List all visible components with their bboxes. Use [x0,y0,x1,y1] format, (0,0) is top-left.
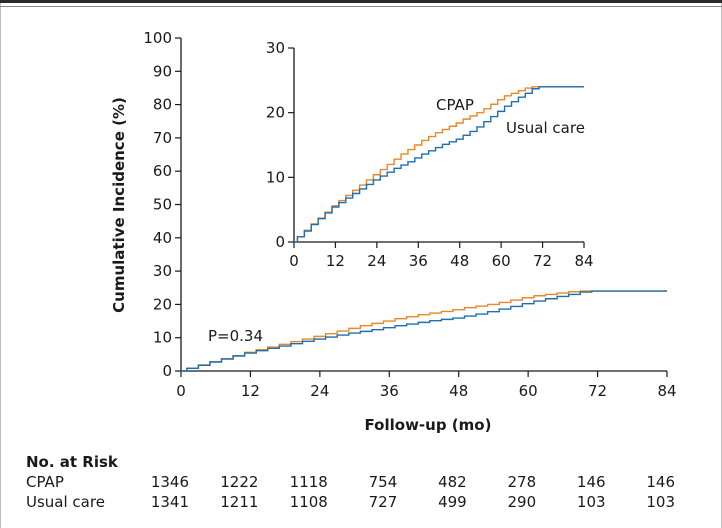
inset-x-tick-label: 72 [533,252,552,270]
x-tick-label: 72 [588,382,607,400]
y-tick-label: 30 [153,262,172,280]
inset-y-tick-label: 30 [266,39,285,57]
y-tick-label: 0 [162,362,172,380]
risk-table-cell: 146 [646,473,675,491]
risk-row-label-usual-care: Usual care [26,493,105,511]
risk-table-cell: 103 [577,493,606,511]
y-tick-label: 40 [153,229,172,247]
series-line-usual-care [181,290,667,372]
inset-y-tick-label: 0 [275,233,285,251]
risk-table-cell: 754 [369,473,398,491]
inset-x-tick-label: 84 [574,252,593,270]
inset-x-tick-label: 36 [409,252,428,270]
figure-top-rule-thin [0,6,722,7]
y-tick-label: 10 [153,329,172,347]
risk-table-cell: 103 [646,493,675,511]
y-tick-label: 100 [143,29,172,47]
inset-x-tick-label: 0 [289,252,299,270]
p-value-annotation: P=0.34 [208,327,263,345]
inset-series [294,86,584,243]
risk-table-title: No. at Risk [26,453,119,471]
inset-series-line-usual-care [294,86,584,243]
inset-y-tick-label: 20 [266,104,285,122]
risk-table-cell: 278 [508,473,537,491]
x-tick-label: 36 [380,382,399,400]
x-axis-title: Follow-up (mo) [365,416,492,434]
main-series [181,290,667,372]
risk-table-cell: 727 [369,493,398,511]
inset-x-tick-label: 48 [450,252,469,270]
risk-table-cell: 1341 [151,493,189,511]
inset-series-line-cpap [294,86,584,243]
inset-x-tick-label: 60 [492,252,511,270]
y-tick-label: 70 [153,129,172,147]
risk-table-cell: 482 [438,473,467,491]
risk-table-cell: 1108 [290,493,328,511]
x-tick-label: 0 [176,382,186,400]
risk-table-cell: 1346 [151,473,189,491]
x-tick-label: 12 [241,382,260,400]
inset-x-tick-label: 12 [326,252,345,270]
risk-table-cell: 1222 [220,473,258,491]
x-tick-label: 24 [310,382,329,400]
y-tick-label: 80 [153,96,172,114]
y-axis-title: Cumulative Incidence (%) [110,97,128,313]
inset-label-cpap: CPAP [436,96,474,114]
y-tick-label: 60 [153,162,172,180]
y-tick-label: 20 [153,295,172,313]
figure-top-rule [0,0,722,3]
inset-x-tick-label: 24 [367,252,386,270]
y-tick-label: 90 [153,62,172,80]
risk-row-label-cpap: CPAP [26,473,64,491]
inset-label-usual-care: Usual care [506,119,585,137]
inset-y-tick-label: 10 [266,168,285,186]
risk-table: No. at Risk CPAP Usual care 1346 1222 1118… [26,453,675,511]
inset-axes: 0 10 20 30 0 12 24 36 48 60 72 84 [266,39,594,270]
y-tick-label: 50 [153,196,172,214]
x-tick-label: 60 [519,382,538,400]
x-tick-label: 48 [449,382,468,400]
risk-table-cell: 1211 [220,493,258,511]
risk-table-cell: 290 [508,493,537,511]
risk-table-cell: 1118 [290,473,328,491]
x-tick-label: 84 [657,382,676,400]
risk-table-cell: 499 [438,493,467,511]
risk-table-cell: 146 [577,473,606,491]
